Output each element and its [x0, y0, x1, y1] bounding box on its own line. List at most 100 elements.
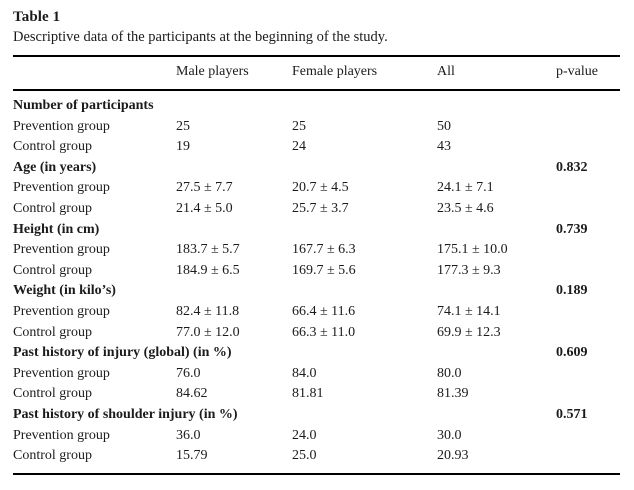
row-label: Control group [13, 324, 92, 340]
table-row: Prevention group 76.0 84.0 80.0 [13, 364, 620, 385]
cell-all: 20.93 [437, 448, 469, 464]
section-p-value: 0.571 [556, 406, 588, 422]
section-label: Weight (in kilo’s) [13, 283, 116, 299]
cell-male: 19 [176, 139, 190, 155]
table-row: Prevention group 82.4 ± 11.8 66.4 ± 11.6… [13, 302, 620, 323]
cell-male: 76.0 [176, 365, 201, 381]
section-p-value: 0.189 [556, 283, 588, 299]
table-row: Control group 19 24 43 [13, 137, 620, 158]
section-header-row: Past history of injury (global) (in %) 0… [13, 343, 620, 364]
cell-p [556, 240, 620, 261]
section-label: Height (in cm) [13, 221, 100, 237]
cell-male: 25 [176, 118, 190, 134]
cell-all: 43 [437, 139, 451, 155]
header-all: All [437, 64, 455, 79]
section-p-value: 0.832 [556, 159, 588, 175]
cell-female: 169.7 ± 5.6 [292, 262, 356, 278]
cell-male: 21.4 ± 5.0 [176, 200, 233, 216]
cell-p [556, 426, 620, 447]
section-p-value: 0.739 [556, 221, 588, 237]
cell-male: 27.5 ± 7.7 [176, 180, 233, 196]
cell-female: 167.7 ± 6.3 [292, 242, 356, 258]
cell-p [556, 137, 620, 158]
cell-p [556, 261, 620, 282]
row-label: Control group [13, 262, 92, 278]
section-p-value [556, 90, 620, 117]
cell-all: 69.9 ± 12.3 [437, 324, 501, 340]
cell-all: 80.0 [437, 365, 462, 381]
cell-all: 74.1 ± 14.1 [437, 303, 501, 319]
table-row: Prevention group 27.5 ± 7.7 20.7 ± 4.5 2… [13, 178, 620, 199]
cell-female: 25.0 [292, 448, 317, 464]
table-row: Control group 84.62 81.81 81.39 [13, 384, 620, 405]
cell-female: 25 [292, 118, 306, 134]
section-header-row: Weight (in kilo’s) 0.189 [13, 281, 620, 302]
cell-p [556, 199, 620, 220]
header-row: Male players Female players All p-value [13, 56, 620, 90]
section-p-value: 0.609 [556, 345, 588, 361]
row-label: Prevention group [13, 365, 110, 381]
table-row: Control group 15.79 25.0 20.93 [13, 446, 620, 474]
row-label: Prevention group [13, 427, 110, 443]
cell-female: 84.0 [292, 365, 317, 381]
row-label: Prevention group [13, 118, 110, 134]
section-header-row: Height (in cm) 0.739 [13, 220, 620, 241]
cell-all: 23.5 ± 4.6 [437, 200, 494, 216]
cell-p [556, 178, 620, 199]
cell-male: 15.79 [176, 448, 208, 464]
row-label: Control group [13, 448, 92, 464]
cell-male: 184.9 ± 6.5 [176, 262, 240, 278]
table-caption: Descriptive data of the participants at … [13, 29, 388, 45]
row-label: Prevention group [13, 303, 110, 319]
cell-female: 24.0 [292, 427, 317, 443]
cell-all: 24.1 ± 7.1 [437, 180, 494, 196]
cell-p [556, 117, 620, 138]
cell-male: 82.4 ± 11.8 [176, 303, 240, 319]
cell-female: 20.7 ± 4.5 [292, 180, 349, 196]
descriptive-data-table: Male players Female players All p-value … [13, 55, 620, 475]
table-row: Control group 184.9 ± 6.5 169.7 ± 5.6 17… [13, 261, 620, 282]
row-label: Control group [13, 139, 92, 155]
cell-p [556, 302, 620, 323]
row-label: Prevention group [13, 180, 110, 196]
header-female-players: Female players [292, 64, 378, 79]
table-row: Control group 21.4 ± 5.0 25.7 ± 3.7 23.5… [13, 199, 620, 220]
cell-all: 50 [437, 118, 451, 134]
header-male-players: Male players [176, 64, 249, 79]
cell-all: 175.1 ± 10.0 [437, 242, 508, 258]
cell-female: 66.3 ± 11.0 [292, 324, 356, 340]
table-row: Control group 77.0 ± 12.0 66.3 ± 11.0 69… [13, 323, 620, 344]
cell-female: 24 [292, 139, 306, 155]
table-row: Prevention group 36.0 24.0 30.0 [13, 426, 620, 447]
row-label: Control group [13, 200, 92, 216]
cell-female: 25.7 ± 3.7 [292, 200, 349, 216]
cell-male: 84.62 [176, 386, 208, 402]
section-label: Past history of shoulder injury (in %) [13, 406, 238, 422]
cell-male: 77.0 ± 12.0 [176, 324, 240, 340]
cell-female: 81.81 [292, 386, 324, 402]
section-header-row: Number of participants [13, 90, 620, 117]
section-label: Past history of injury (global) (in %) [13, 345, 232, 361]
section-header-row: Past history of shoulder injury (in %) 0… [13, 405, 620, 426]
cell-p [556, 384, 620, 405]
cell-p [556, 323, 620, 344]
cell-all: 81.39 [437, 386, 469, 402]
cell-p [556, 446, 620, 474]
cell-female: 66.4 ± 11.6 [292, 303, 356, 319]
row-label: Prevention group [13, 242, 110, 258]
table-title: Table 1 [13, 9, 61, 25]
section-label: Age (in years) [13, 159, 97, 175]
table-row: Prevention group 25 25 50 [13, 117, 620, 138]
section-label: Number of participants [13, 98, 154, 113]
cell-male: 36.0 [176, 427, 201, 443]
header-p-value: p-value [556, 64, 598, 79]
cell-all: 177.3 ± 9.3 [437, 262, 501, 278]
cell-all: 30.0 [437, 427, 462, 443]
cell-male: 183.7 ± 5.7 [176, 242, 240, 258]
cell-p [556, 364, 620, 385]
row-label: Control group [13, 386, 92, 402]
section-header-row: Age (in years) 0.832 [13, 158, 620, 179]
table-row: Prevention group 183.7 ± 5.7 167.7 ± 6.3… [13, 240, 620, 261]
header-blank [13, 56, 176, 90]
